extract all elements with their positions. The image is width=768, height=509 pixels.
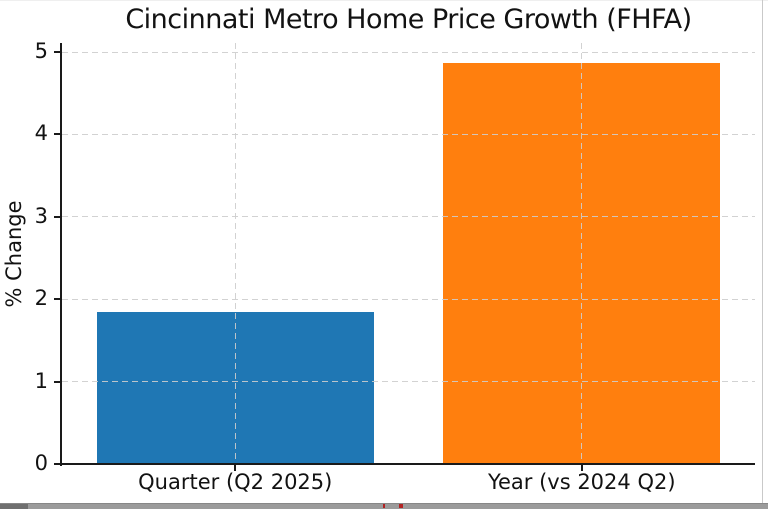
y-tick-mark [54, 51, 61, 54]
y-axis-label: % Change [2, 200, 26, 308]
bars-layer [62, 43, 755, 464]
top-hairline [0, 0, 768, 1]
window-right-border [762, 0, 763, 508]
y-tick-label: 0 [34, 451, 48, 475]
x-tick-label: Quarter (Q2 2025) [138, 470, 333, 494]
x-tick-mark [580, 465, 583, 471]
plot-area [62, 43, 755, 464]
background-window-fragment [0, 503, 768, 509]
bar-0 [96, 312, 374, 464]
background-window-left-block [0, 504, 28, 509]
y-tick-mark [54, 463, 61, 465]
chart-title: Cincinnati Metro Home Price Growth (FHFA… [125, 4, 692, 35]
y-tick-mark [54, 298, 61, 301]
y-axis-spine [60, 43, 62, 466]
y-tick-mark [54, 215, 61, 218]
background-window-red-mark [383, 504, 385, 508]
x-tick-label: Year (vs 2024 Q2) [487, 470, 676, 494]
bar-1 [443, 62, 721, 464]
y-tick-label: 1 [34, 368, 48, 393]
y-tick-mark [54, 133, 61, 136]
x-tick-mark [234, 465, 237, 471]
y-tick-mark [54, 380, 61, 383]
y-tick-label: 5 [34, 39, 48, 64]
y-tick-label: 2 [34, 286, 48, 311]
x-axis-spine [60, 463, 755, 465]
y-tick-label: 4 [34, 121, 48, 146]
background-window-red-mark [399, 504, 403, 508]
y-tick-label: 3 [34, 203, 48, 228]
